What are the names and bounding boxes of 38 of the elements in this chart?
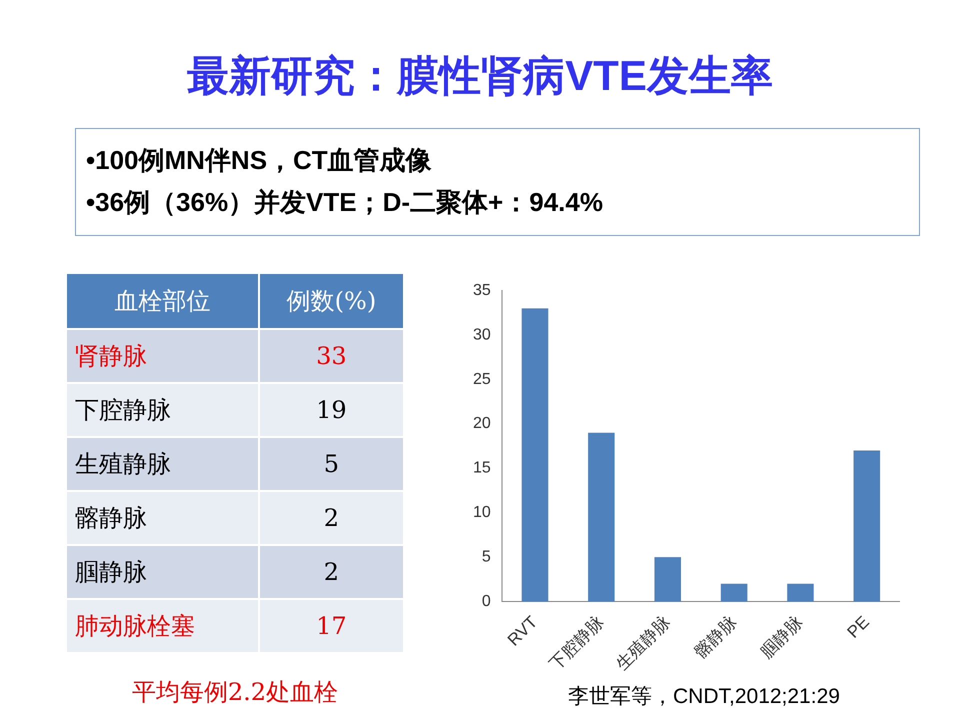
text: 李世军等，CNDT,2012;21:29 bbox=[568, 684, 840, 710]
text: •100例MN伴NS，CT血管成像 bbox=[86, 144, 433, 177]
x-tick-label: 生殖静脉 bbox=[612, 612, 674, 674]
text: •36例（36%）并发VTE；D-二聚体+：94.4% bbox=[86, 186, 604, 219]
bar bbox=[588, 432, 615, 602]
chart-title: 最新研究：膜性肾病VTE发生率 bbox=[186, 51, 774, 101]
data-label: 2 bbox=[258, 545, 404, 599]
y-tick-label: 10 bbox=[473, 504, 491, 522]
category-label: 肾静脉 bbox=[66, 329, 259, 383]
y-tick-label: 25 bbox=[473, 370, 491, 388]
category-label: 髂静脉 bbox=[66, 491, 259, 545]
bar bbox=[854, 450, 880, 602]
x-tick-label: PE bbox=[843, 612, 873, 642]
category-label: 腘静脉 bbox=[66, 545, 259, 599]
x-tick-label: 腘静脉 bbox=[757, 612, 807, 662]
category-label: 肺动脉栓塞 bbox=[66, 599, 259, 653]
bar bbox=[654, 557, 681, 602]
x-tick-label: 髂静脉 bbox=[690, 612, 740, 662]
y-tick-label: 35 bbox=[473, 282, 491, 300]
bar bbox=[522, 308, 548, 602]
text: 例数(%) bbox=[258, 273, 404, 329]
y-tick-label: 30 bbox=[473, 326, 491, 344]
bar bbox=[720, 584, 748, 602]
text: 平均每例2.2处血栓 bbox=[130, 677, 340, 708]
x-tick-label: 下腔静脉 bbox=[546, 612, 608, 674]
data-label: 5 bbox=[258, 437, 404, 491]
y-tick-label: 0 bbox=[482, 592, 491, 610]
category-label: 生殖静脉 bbox=[66, 437, 259, 491]
text: 血栓部位 bbox=[66, 273, 259, 329]
y-tick-label: 5 bbox=[482, 548, 491, 566]
data-label: 2 bbox=[258, 491, 404, 545]
y-tick-label: 15 bbox=[473, 460, 491, 477]
data-label: 17 bbox=[258, 599, 404, 653]
category-label: 下腔静脉 bbox=[66, 383, 259, 437]
data-label: 19 bbox=[258, 383, 404, 437]
bar bbox=[787, 584, 814, 602]
data-label: 33 bbox=[258, 329, 404, 383]
y-tick-label: 20 bbox=[473, 415, 491, 432]
